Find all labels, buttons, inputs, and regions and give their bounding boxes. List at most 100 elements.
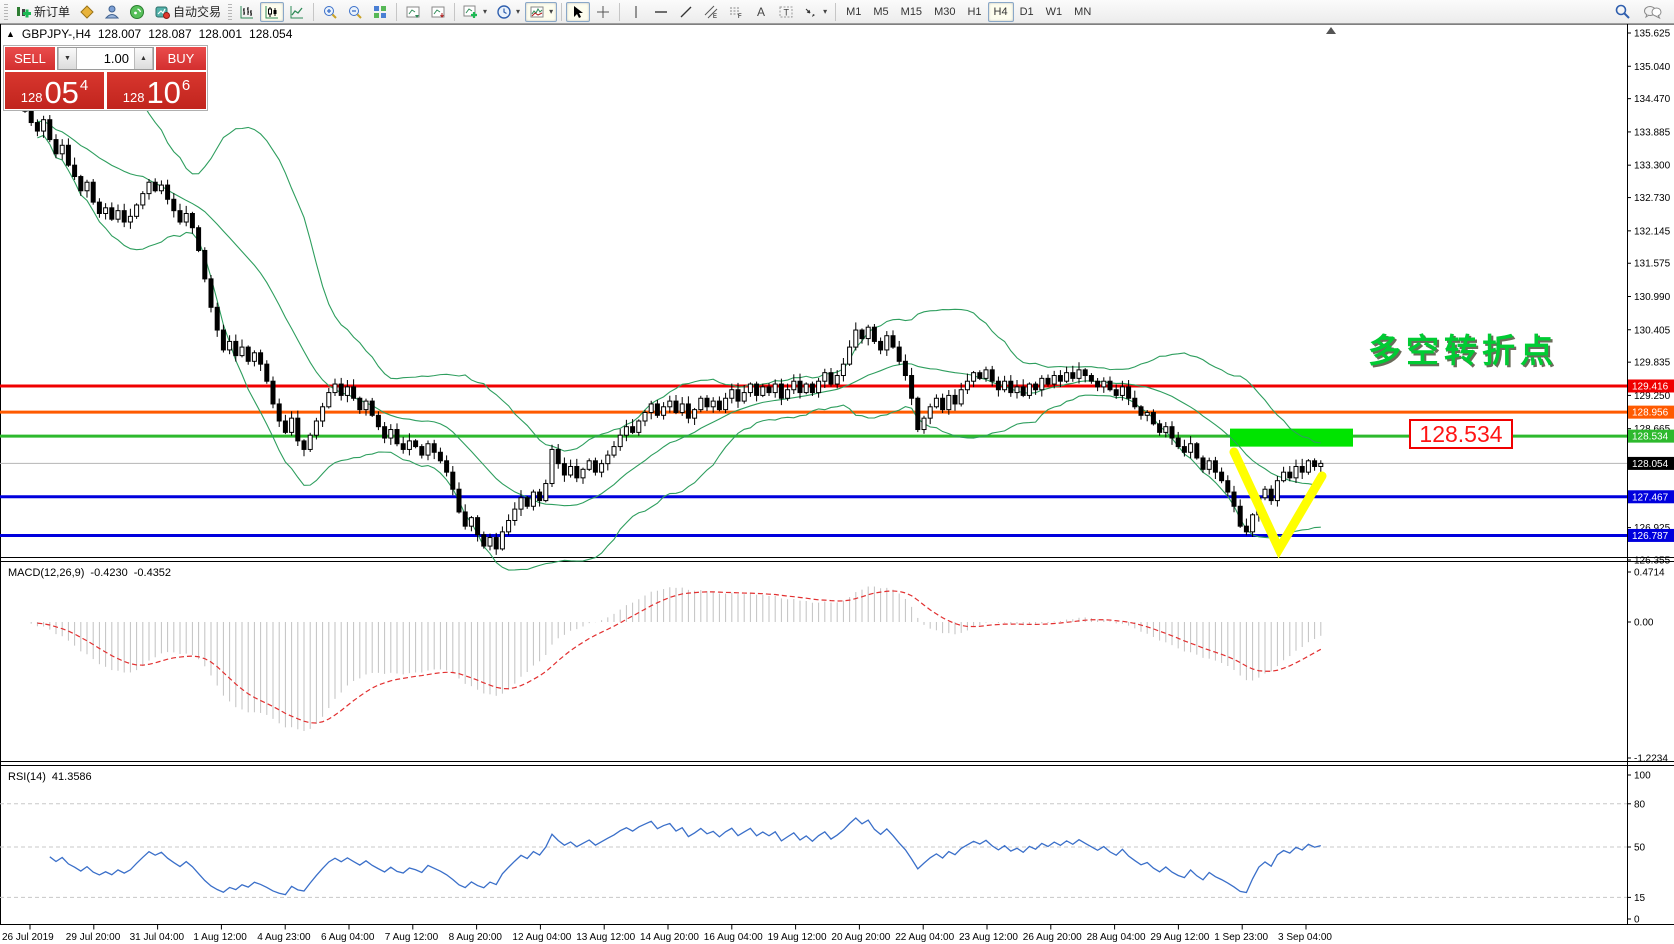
- svg-text:13 Aug 12:00: 13 Aug 12:00: [576, 932, 635, 943]
- signals-button[interactable]: [125, 2, 149, 22]
- fibonacci-tool[interactable]: F: [724, 2, 748, 22]
- zoom-out-icon: [349, 5, 362, 19]
- toolbar-grip[interactable]: [228, 3, 233, 20]
- search-button[interactable]: [1610, 2, 1635, 22]
- svg-text:26 Jul 2019: 26 Jul 2019: [2, 932, 54, 943]
- candle-chart-mode-button[interactable]: [260, 1, 285, 22]
- vertical-line-tool[interactable]: [624, 2, 648, 22]
- svg-text:31 Jul 04:00: 31 Jul 04:00: [130, 932, 185, 943]
- svg-text:19 Aug 12:00: 19 Aug 12:00: [768, 932, 827, 943]
- high-value: 128.087: [148, 27, 192, 41]
- sell-price-display[interactable]: 128 05 4: [5, 72, 104, 109]
- timeframe-m5[interactable]: M5: [873, 5, 889, 18]
- svg-text:134.470: 134.470: [1634, 94, 1671, 105]
- timeframe-h4[interactable]: H4: [987, 1, 1014, 22]
- horizontal-line-tool[interactable]: [649, 2, 673, 22]
- timeframe-mn[interactable]: MN: [1074, 5, 1092, 18]
- macd-axis-labels[interactable]: 0.4714 0.00 -1.2234: [1627, 568, 1668, 765]
- rsi-axis-labels[interactable]: 100 80 50 15 0: [1627, 771, 1651, 926]
- volume-input[interactable]: [77, 48, 134, 69]
- chat-bubbles-icon: [1644, 5, 1662, 19]
- new-order-icon: [17, 6, 31, 17]
- timeframe-w1[interactable]: W1: [1045, 5, 1063, 18]
- bar-chart-icon: [240, 5, 254, 18]
- svg-text:130.990: 130.990: [1634, 292, 1671, 303]
- svg-text:E: E: [713, 14, 717, 20]
- bar-chart-mode-button[interactable]: [235, 2, 259, 22]
- sell-button[interactable]: SELL: [5, 47, 55, 70]
- arrange-charts-button[interactable]: [401, 2, 425, 22]
- new-chart-dropdown[interactable]: ▾: [459, 2, 491, 22]
- svg-text:0: 0: [1634, 915, 1640, 926]
- rsi-value: 41.3586: [51, 771, 92, 783]
- zoom-in-button[interactable]: [318, 2, 342, 22]
- buy-price-display[interactable]: 128 10 6: [107, 72, 206, 109]
- chat-button[interactable]: [1639, 2, 1666, 22]
- time-axis-labels[interactable]: 26 Jul 2019 29 Jul 20:00 31 Jul 04:00 1 Aug…: [2, 924, 1332, 944]
- svg-text:-1.2234: -1.2234: [1634, 754, 1668, 765]
- collapse-panel-arrow[interactable]: ▲: [6, 29, 15, 39]
- profiles-dropdown[interactable]: ▾: [492, 2, 524, 22]
- svg-text:1 Aug 12:00: 1 Aug 12:00: [193, 932, 247, 943]
- timeframe-d1[interactable]: D1: [1019, 5, 1034, 18]
- svg-text:100: 100: [1634, 771, 1651, 782]
- close-value: 128.054: [249, 27, 293, 41]
- horizontal-line-icon: [655, 10, 668, 13]
- cursor-tool-button[interactable]: [566, 1, 591, 22]
- timeframe-group: M1 M5 M15 M30 H1 H4 D1 W1 MN: [840, 1, 1097, 22]
- step-chart-icon: [431, 6, 445, 18]
- symbol-period-label: GBPJPY-,H4: [21, 27, 91, 41]
- text-label-tool[interactable]: T: [774, 2, 798, 22]
- svg-text:135.625: 135.625: [1634, 29, 1671, 40]
- text-a-icon: A: [757, 5, 765, 19]
- toolbar-grip[interactable]: [4, 3, 8, 20]
- data-window-button[interactable]: [100, 2, 124, 22]
- v-shape-drawing[interactable]: [1229, 447, 1327, 559]
- svg-text:F: F: [738, 14, 742, 20]
- dropdown-arrow-icon: ▾: [483, 7, 488, 16]
- crosshair-tool-button[interactable]: [591, 2, 615, 22]
- new-order-button[interactable]: 新订单: [11, 2, 74, 22]
- chart-shift-marker[interactable]: [1326, 27, 1336, 34]
- svg-text:133.885: 133.885: [1634, 127, 1671, 138]
- buy-button[interactable]: BUY: [156, 47, 206, 70]
- candle-chart-icon: [265, 5, 279, 18]
- turning-point-annotation[interactable]: 多空转折点: [1368, 332, 1558, 369]
- arrows-tool-dropdown[interactable]: ▾: [799, 2, 831, 22]
- support-zone-rectangle[interactable]: [1230, 428, 1353, 447]
- macd-signal-line: [37, 590, 1322, 724]
- text-tool[interactable]: A: [749, 2, 773, 22]
- template-dropdown[interactable]: ▾: [525, 1, 558, 22]
- tile-windows-button[interactable]: [368, 2, 392, 22]
- svg-text:126.925: 126.925: [1634, 523, 1671, 534]
- line-chart-mode-button[interactable]: [285, 2, 309, 22]
- timeframe-m15[interactable]: M15: [900, 5, 923, 18]
- svg-text:7 Aug 12:00: 7 Aug 12:00: [385, 932, 439, 943]
- arrange-charts-icon: [406, 6, 420, 18]
- price-callout-box[interactable]: 128.534: [1409, 419, 1513, 449]
- text-label-icon: T: [779, 6, 793, 17]
- rsi-line: [49, 817, 1321, 896]
- timeframe-m30[interactable]: M30: [934, 5, 956, 18]
- macd-main-value: -0.4230: [90, 567, 128, 579]
- price-axis-labels[interactable]: 135.625 135.040 134.470 133.885 133.300 132.7…: [1627, 29, 1674, 567]
- price-level-lines[interactable]: [0, 384, 1627, 537]
- svg-text:23 Aug 12:00: 23 Aug 12:00: [959, 932, 1018, 943]
- buy-price-sup: 6: [181, 77, 191, 94]
- autotrade-label: 自动交易: [173, 5, 222, 19]
- new-chart-icon: [463, 5, 478, 18]
- volume-increase-button[interactable]: ▲: [134, 48, 153, 69]
- timeframe-h1[interactable]: H1: [967, 5, 982, 18]
- svg-text:29 Jul 20:00: 29 Jul 20:00: [66, 932, 121, 943]
- equidistant-channel-tool[interactable]: E: [699, 2, 723, 22]
- autotrade-button[interactable]: 自动交易: [150, 2, 225, 22]
- timeframe-m1[interactable]: M1: [846, 5, 862, 18]
- volume-decrease-button[interactable]: ▼: [58, 48, 77, 69]
- market-watch-button[interactable]: [75, 2, 99, 22]
- step-chart-button[interactable]: [426, 2, 450, 22]
- main-toolbar: 新订单 自动交易 ▾ ▾: [0, 0, 1674, 24]
- trendline-tool[interactable]: [674, 2, 698, 22]
- zoom-out-button[interactable]: [343, 2, 367, 22]
- low-value: 128.001: [198, 27, 243, 41]
